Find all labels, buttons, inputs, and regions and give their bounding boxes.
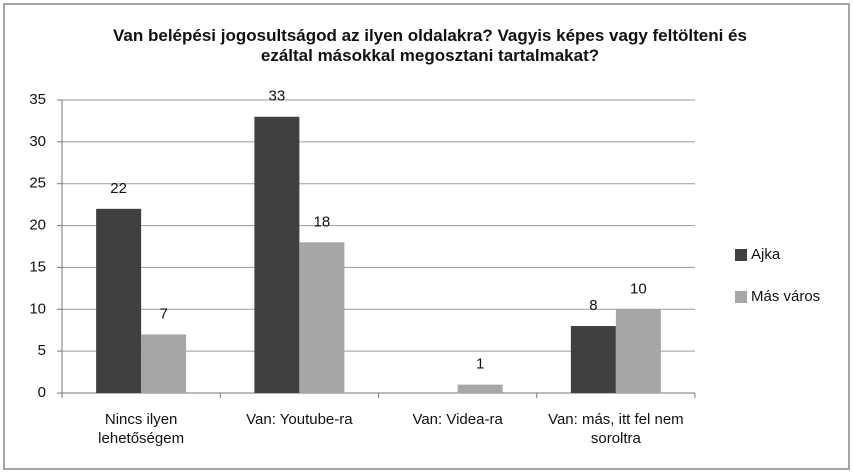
data-label: 8 <box>589 297 597 314</box>
data-label: 10 <box>630 280 647 297</box>
legend-label: Ajka <box>751 246 781 263</box>
legend-label: Más város <box>751 288 820 305</box>
x-tick-label: Van: Videa-ra <box>412 411 503 428</box>
x-tick-label: Van: más, itt fel nem soroltra <box>548 411 684 447</box>
y-tick-label: 20 <box>29 217 46 234</box>
chart-title: Van belépési jogosultságod az ilyen olda… <box>113 26 747 65</box>
y-tick-label: 25 <box>29 175 46 192</box>
legend-swatch <box>735 249 747 261</box>
bar <box>457 384 503 393</box>
y-tick-label: 5 <box>38 342 46 359</box>
y-tick-label: 0 <box>38 384 46 401</box>
data-label: 1 <box>476 356 484 373</box>
data-label: 7 <box>159 305 167 322</box>
x-tick-label: Van: Youtube-ra <box>246 411 353 428</box>
legend-swatch <box>735 291 747 303</box>
y-tick-label: 35 <box>29 91 46 108</box>
bar <box>615 309 661 393</box>
bar <box>141 334 187 393</box>
bar <box>570 326 616 393</box>
x-tick-label: Nincs ilyen lehetőségem <box>98 411 185 447</box>
bar <box>96 208 142 393</box>
y-tick-label: 10 <box>29 300 46 317</box>
data-label: 33 <box>269 88 286 105</box>
data-label: 22 <box>110 180 127 197</box>
y-tick-label: 15 <box>29 258 46 275</box>
data-label: 18 <box>314 213 331 230</box>
y-tick-label: 30 <box>29 133 46 150</box>
bar <box>254 116 300 393</box>
bar <box>299 242 345 393</box>
